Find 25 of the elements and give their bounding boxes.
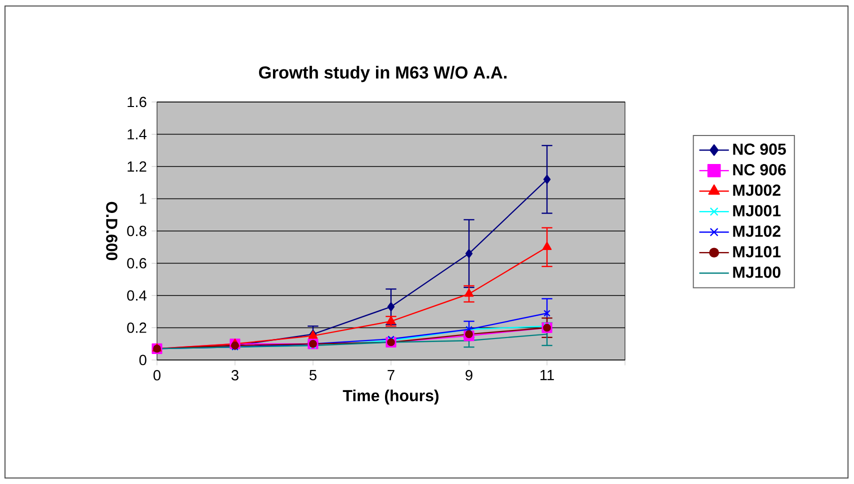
legend-label: MJ100 [733, 266, 780, 278]
y-tick-label: 1.2 [128, 161, 146, 172]
x-tick-label: 7 [388, 370, 394, 380]
x-axis-title: Time (hours) [342, 390, 438, 404]
x-tick-label: 9 [466, 370, 472, 380]
y-tick-label: 0.4 [127, 290, 147, 301]
legend-label: MJ001 [733, 205, 781, 216]
legend-label: NC 906 [733, 164, 786, 176]
y-tick-label: 1.6 [128, 96, 146, 108]
legend-label: MJ002 [733, 184, 780, 196]
x-tick-label: 11 [540, 370, 554, 380]
y-tick-label: 0 [139, 354, 146, 366]
y-tick-label: 0.8 [127, 226, 146, 236]
x-tick-label: 5 [310, 370, 316, 380]
y-tick-label: 0.2 [127, 322, 146, 333]
legend-label: NC 905 [733, 144, 786, 155]
y-tick-label: 1 [140, 194, 146, 204]
chart-title: Growth study in M63 W/O A.A. [259, 66, 507, 82]
y-axis-title: O.D.600 [106, 202, 118, 260]
legend-label: MJ101 [733, 246, 781, 258]
x-tick-label: 3 [231, 370, 238, 380]
y-tick-label: 1.4 [128, 129, 147, 140]
x-tick-label: 0 [153, 370, 160, 380]
legend-label: MJ102 [733, 226, 780, 237]
y-tick-label: 0.6 [127, 258, 146, 268]
